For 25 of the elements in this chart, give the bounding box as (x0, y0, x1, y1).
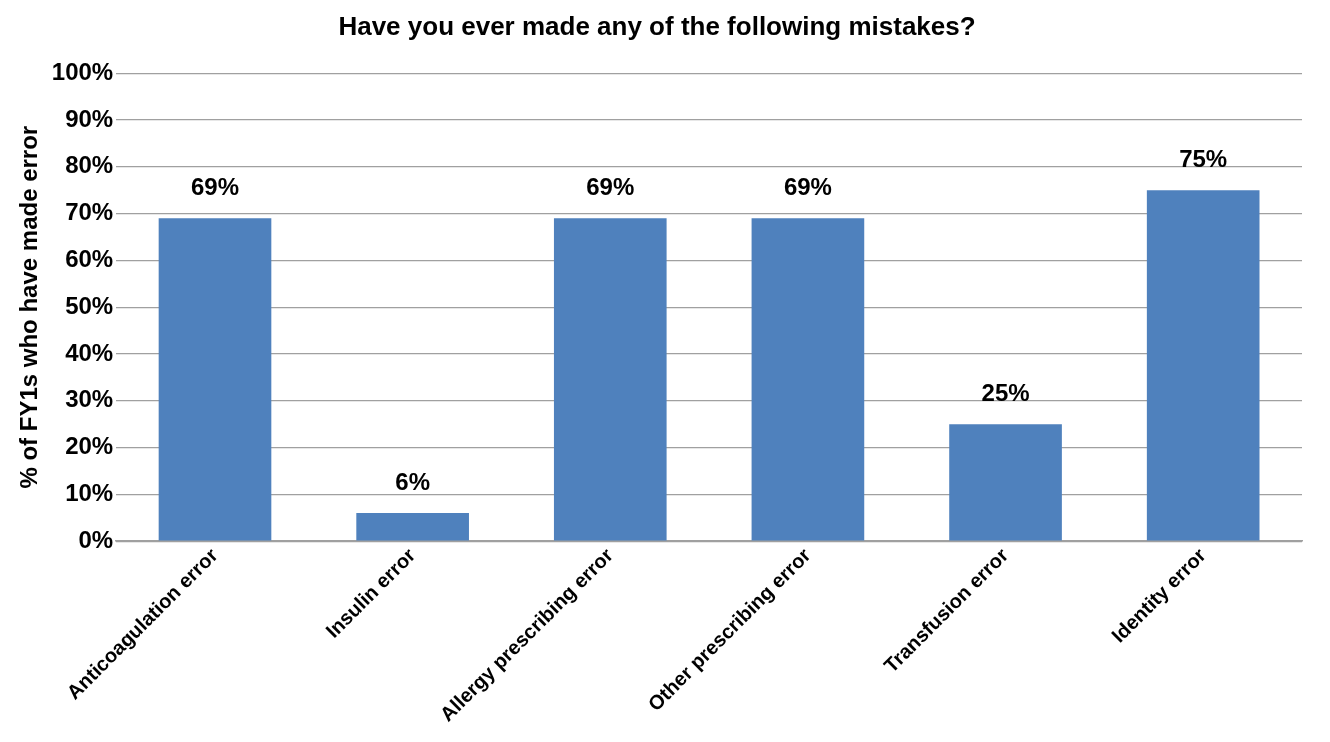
bar (949, 424, 1062, 541)
data-label: 6% (395, 467, 430, 495)
y-tick-label: 60% (65, 245, 114, 273)
y-tick-label: 10% (65, 479, 114, 507)
y-tick-label: 80% (65, 151, 114, 179)
y-tick-label: 90% (65, 104, 114, 132)
bar (751, 218, 865, 541)
y-tick-label: 30% (65, 385, 114, 413)
y-tick-label: 40% (65, 338, 114, 366)
chart-title: Have you ever made any of the following mistakes? (338, 10, 976, 41)
data-label: 69% (783, 172, 832, 200)
bar (356, 513, 469, 541)
bar (158, 218, 272, 541)
bar (553, 218, 667, 541)
data-label: 25% (981, 378, 1030, 406)
y-tick-label: 50% (65, 291, 114, 319)
y-tick-label: 0% (78, 525, 114, 553)
bar (1146, 190, 1260, 541)
y-tick-label: 20% (65, 432, 114, 460)
data-label: 69% (190, 172, 240, 200)
y-tick-label: 100% (51, 57, 114, 85)
y-tick-label: 70% (65, 198, 114, 226)
data-label: 75% (1179, 144, 1228, 172)
y-axis-title: % of FY1s who have made error (15, 125, 43, 489)
data-label: 69% (586, 172, 635, 200)
